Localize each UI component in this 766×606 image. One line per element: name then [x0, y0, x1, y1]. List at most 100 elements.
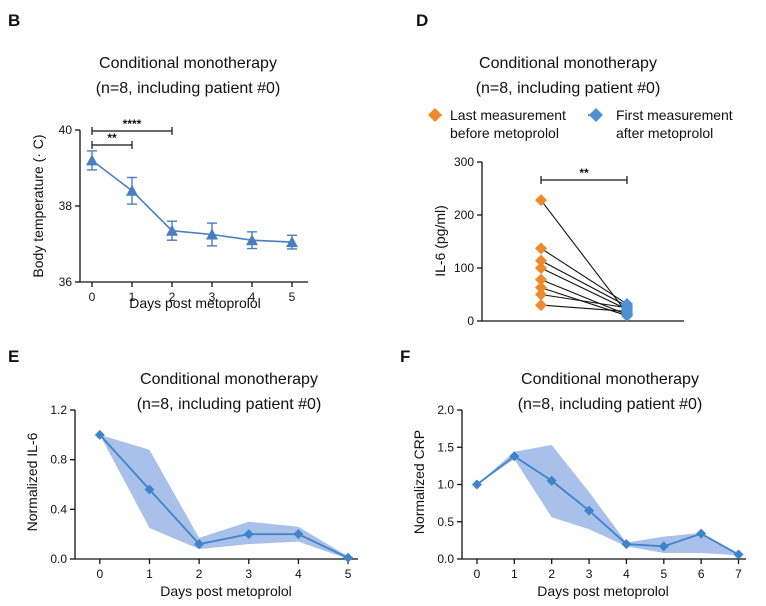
- panel-d-ytick-label: 0: [467, 314, 474, 328]
- panel-f-xlabel: Days post metoprolol: [537, 583, 669, 599]
- panel-e-point: [293, 529, 304, 540]
- panel-e-ytick-label: 1.2: [50, 403, 67, 417]
- panel-f-point: [584, 505, 595, 516]
- panel-b-xtick-label: 4: [249, 290, 256, 304]
- legend-label-last-line2: before metoprolol: [450, 125, 559, 141]
- panel-b-subtitle: (n=8, including patient #0): [96, 80, 281, 97]
- panel-b-ytick-label: 38: [59, 199, 73, 213]
- panel-d-point-before: [535, 242, 547, 255]
- panel-d-legend: Last measurement before metoprolol First…: [428, 107, 733, 141]
- panel-e-confidence-band: [99, 434, 349, 559]
- panel-e-series-line: [99, 434, 349, 559]
- panel-b-point: [206, 228, 218, 240]
- panel-e-point: [144, 484, 155, 495]
- panel-d-point-after: [621, 305, 633, 318]
- panel-d-pair-line: [540, 304, 628, 313]
- panel-d-pair-line: [540, 247, 628, 305]
- panel-b-point: [246, 234, 258, 246]
- panel-b-ylabel: Body temperature (· C): [30, 134, 46, 277]
- panel-d-point-before: [535, 254, 547, 267]
- panel-f-xtick-label: 2: [548, 567, 555, 581]
- panel-f-ytick-label: 1.5: [437, 440, 454, 454]
- panel-d: D Conditional monotherapy (n=8, includin…: [416, 11, 733, 328]
- panel-e-point: [343, 552, 354, 563]
- panel-e: E Conditional monotherapy (n=8, includin…: [8, 347, 358, 599]
- panel-d-point-before: [535, 288, 547, 301]
- panel-f-ytick-label: 0.5: [437, 515, 454, 529]
- panel-d-point-before: [535, 194, 547, 207]
- panel-b-sig-label: ****: [123, 117, 142, 131]
- panel-f-ytick-label: 0.0: [437, 552, 454, 566]
- panel-e-ytick-label: 0.4: [50, 502, 67, 516]
- panel-e-xlabel: Days post metoprolol: [160, 583, 292, 599]
- panel-f-point: [471, 479, 482, 490]
- panel-b-ytick-label: 36: [59, 275, 73, 289]
- panel-e-point: [194, 539, 205, 550]
- panel-f-point: [509, 451, 520, 462]
- panel-b-series-line: [91, 159, 293, 243]
- panel-letter-b: B: [8, 11, 20, 30]
- panel-e-ytick-label: 0.8: [50, 453, 67, 467]
- panel-d-pair-line: [540, 260, 628, 307]
- panel-f-point: [696, 528, 707, 539]
- panel-f-xtick-label: 7: [735, 567, 742, 581]
- legend-label-first-line2: after metoprolol: [616, 125, 713, 141]
- panel-d-pair-line: [540, 267, 628, 310]
- panel-b-point: [166, 224, 178, 236]
- panel-f-xtick-label: 4: [623, 567, 630, 581]
- legend-label-first-line1: First measurement: [616, 107, 733, 123]
- panel-d-pair-line: [540, 293, 628, 309]
- panel-f-subtitle: (n=8, including patient #0): [518, 396, 703, 413]
- panel-f-title: Conditional monotherapy: [521, 371, 699, 388]
- panel-b-point: [286, 236, 298, 248]
- panel-d-ylabel: IL-6 (pg/ml): [432, 205, 448, 277]
- panel-f-xtick-label: 0: [474, 567, 481, 581]
- panel-b-xlabel: Days post metoprolol: [129, 295, 261, 311]
- panel-d-point-before: [535, 262, 547, 274]
- panel-f-confidence-band: [476, 445, 739, 556]
- legend-label-last-line1: Last measurement: [450, 107, 566, 123]
- panel-letter-f: F: [400, 347, 410, 366]
- panel-d-ytick-label: 100: [454, 261, 474, 275]
- panel-letter-d: D: [416, 11, 428, 30]
- panel-e-xtick-label: 1: [146, 567, 153, 581]
- panel-f-point: [621, 539, 632, 550]
- panel-e-xtick-label: 5: [345, 567, 352, 581]
- panel-d-pair-line: [540, 279, 628, 316]
- panel-d-sig-label: **: [579, 166, 589, 180]
- panel-e-point: [243, 529, 254, 540]
- panel-d-point-before: [535, 299, 547, 312]
- panel-e-ytick-label: 0.0: [50, 552, 67, 566]
- panel-b-xtick-label: 3: [209, 290, 216, 304]
- panel-d-ytick-label: 200: [454, 208, 474, 222]
- panel-e-xtick-label: 2: [196, 567, 203, 581]
- panel-d-subtitle: (n=8, including patient #0): [476, 80, 661, 97]
- legend-marker-last: [428, 108, 442, 122]
- panel-b-ytick-label: 40: [59, 123, 73, 137]
- panel-b-xtick-label: 2: [169, 290, 176, 304]
- panel-f-xtick-label: 5: [660, 567, 667, 581]
- panel-b-xtick-label: 5: [289, 290, 296, 304]
- panel-b: B Conditional monotherapy (n=8, includin…: [8, 11, 308, 311]
- panel-d-title: Conditional monotherapy: [479, 55, 657, 72]
- panel-f-xtick-label: 6: [698, 567, 705, 581]
- panel-d-point-before: [535, 273, 547, 286]
- panel-e-xtick-label: 3: [245, 567, 252, 581]
- panel-f-point: [546, 475, 557, 486]
- panel-e-ylabel: Normalized IL-6: [24, 432, 40, 531]
- legend-marker-first: [589, 108, 603, 122]
- panel-b-xtick-label: 1: [129, 290, 136, 304]
- panel-d-point-before: [535, 281, 547, 294]
- panel-b-sig-label: **: [107, 131, 117, 145]
- panel-f-series-line: [476, 455, 739, 556]
- panel-letter-e: E: [8, 347, 19, 366]
- panel-f-point: [658, 541, 669, 552]
- panel-b-point: [86, 154, 98, 166]
- panel-b-xtick-label: 0: [89, 290, 96, 304]
- panel-f-xtick-label: 1: [511, 567, 518, 581]
- panel-f: F Conditional monotherapy (n=8, includin…: [400, 347, 746, 599]
- panel-e-subtitle: (n=8, including patient #0): [137, 396, 322, 413]
- panel-f-xtick-label: 3: [586, 567, 593, 581]
- panel-e-xtick-label: 4: [295, 567, 302, 581]
